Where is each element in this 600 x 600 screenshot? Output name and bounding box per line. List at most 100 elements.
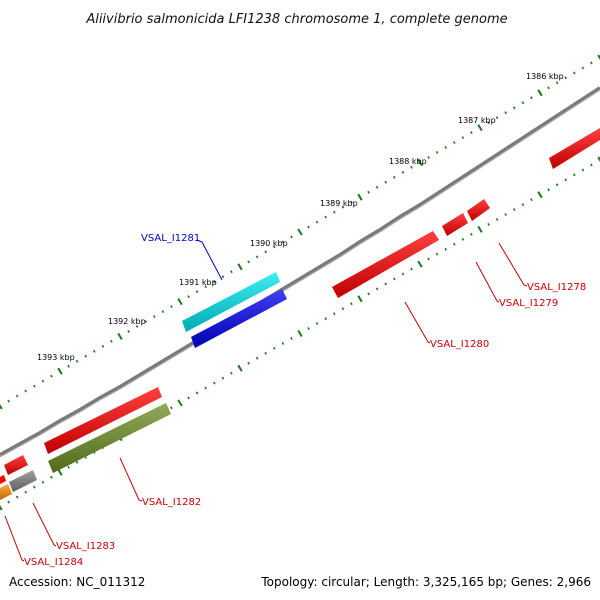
outer-tick-mark — [555, 81, 559, 85]
outer-tick-mark — [117, 332, 123, 340]
outer-tick-mark — [0, 404, 3, 410]
gene-arrow-shade — [182, 272, 280, 332]
gene-blue-inner[interactable] — [191, 289, 287, 348]
outer-tick-mark — [213, 280, 216, 284]
inner-tick-mark — [537, 191, 543, 199]
gene-VSAL_I1283[interactable] — [9, 470, 37, 492]
inner-tick-mark — [417, 260, 423, 268]
inner-tick-mark — [255, 356, 259, 360]
inner-tick-mark — [564, 178, 567, 182]
inner-tick-mark — [177, 399, 183, 407]
gene-arrow-shade — [44, 387, 162, 454]
inner-tick-mark — [57, 468, 63, 476]
inner-tick-mark — [487, 223, 490, 226]
outer-tick-mark — [255, 255, 259, 259]
outer-tick-mark — [290, 235, 293, 239]
gene-arrow-shade — [442, 213, 468, 236]
inner-tick-mark — [555, 183, 559, 187]
inner-tick-mark — [590, 163, 593, 167]
inner-tick-mark — [213, 381, 216, 385]
gene-VSAL_I1280[interactable] — [332, 231, 439, 298]
gene-arrow-shade — [467, 199, 490, 221]
outer-tick-mark — [435, 151, 439, 154]
gene-label-VSAL_I1284[interactable]: VSAL_I1284 — [24, 557, 83, 568]
gene-outer-red-right[interactable] — [549, 128, 600, 169]
tick-label-1387: 1387 kbp — [458, 116, 496, 125]
gene-label-VSAL_I1281[interactable]: VSAL_I1281 — [141, 233, 200, 244]
inner-tick-mark — [24, 490, 27, 494]
inner-tick-mark — [495, 218, 499, 221]
outer-tick-mark — [547, 86, 550, 90]
gene-VSAL_I1284[interactable] — [0, 484, 12, 500]
gene-VSAL_I1278[interactable] — [467, 199, 490, 221]
inner-tick-mark — [221, 376, 225, 380]
gene-arrow-shade — [4, 455, 28, 475]
gene-VSAL_I1282[interactable] — [48, 403, 171, 473]
inner-tick-mark — [401, 272, 405, 276]
outer-tick-mark — [153, 315, 156, 318]
inner-tick-mark — [341, 307, 345, 311]
outer-tick-mark — [177, 298, 183, 306]
gene-label-VSAL_I1282[interactable]: VSAL_I1282 — [142, 497, 201, 508]
outer-tick-mark — [581, 66, 585, 70]
inner-tick-mark — [324, 317, 327, 321]
outer-tick-mark — [453, 141, 456, 144]
outer-tick-mark — [297, 228, 303, 236]
inner-tick-mark — [410, 267, 413, 271]
outer-tick-mark — [281, 240, 285, 244]
outer-tick-mark — [50, 374, 53, 378]
outer-tick-mark — [341, 205, 345, 209]
outer-tick-mark — [41, 379, 45, 383]
outer-tick-mark — [247, 260, 250, 264]
outer-tick-mark — [273, 245, 276, 249]
outer-tick-mark — [495, 116, 499, 120]
gene-VSAL_I1281[interactable] — [182, 272, 280, 332]
outer-tick-mark — [530, 96, 533, 100]
inner-tick-mark — [297, 329, 303, 338]
outer-tick-mark — [204, 285, 207, 289]
outer-tick-mark — [135, 325, 139, 328]
gene-label-VSAL_I1279[interactable]: VSAL_I1279 — [499, 298, 558, 309]
gene-arrow-red-edge[interactable] — [0, 475, 6, 484]
outer-tick-mark — [144, 320, 147, 323]
leader-line-VSAL_I1281 — [196, 239, 223, 281]
inner-tick-mark — [504, 213, 507, 216]
chromosome-backbone — [0, 86, 600, 457]
map-title: Aliivibrio salmonicida LFI1238 chromosom… — [85, 12, 507, 27]
inner-tick-mark — [67, 465, 70, 469]
accession-text: Accession: NC_011312 — [9, 575, 145, 589]
outer-tick-mark — [57, 367, 63, 375]
outer-tick-mark — [487, 121, 490, 125]
tick-label-1393: 1393 kbp — [37, 353, 75, 362]
outer-tick-mark — [93, 349, 96, 353]
gene-label-VSAL_I1280[interactable]: VSAL_I1280 — [430, 339, 489, 350]
inner-tick-mark — [41, 480, 45, 484]
leader-line-VSAL_I1280 — [404, 301, 431, 344]
outer-tick-mark — [470, 131, 473, 134]
gene-outer-red-left[interactable] — [44, 387, 162, 454]
gene-arrow-shade — [191, 289, 287, 348]
inner-tick-mark — [195, 391, 199, 395]
inner-tick-mark — [50, 475, 53, 479]
outer-tick-mark — [161, 310, 165, 313]
gene-VSAL_I1279[interactable] — [442, 213, 468, 236]
inner-tick-mark — [367, 292, 370, 296]
tick-label-1388: 1388 kbp — [389, 157, 427, 166]
outer-tick-mark — [357, 193, 363, 201]
outer-tick-mark — [333, 210, 336, 214]
inner-tick-mark — [204, 386, 207, 390]
inner-tick-mark — [0, 505, 3, 511]
leader-line-VSAL_I1282 — [119, 457, 143, 502]
inner-tick-mark — [384, 282, 387, 286]
outer-tick-mark — [187, 295, 190, 299]
gene-label-VSAL_I1278[interactable]: VSAL_I1278 — [527, 282, 586, 293]
gene-arrow-shade — [332, 231, 439, 298]
inner-tick-mark — [237, 364, 243, 372]
inner-tick-mark — [357, 295, 363, 303]
outer-tick-mark — [24, 389, 27, 393]
inner-tick-mark — [290, 337, 293, 340]
outer-tick-mark — [367, 190, 370, 194]
gene-red-small-inner[interactable] — [4, 455, 28, 475]
gene-label-VSAL_I1283[interactable]: VSAL_I1283 — [56, 541, 115, 552]
genome-summary-text: Topology: circular; Length: 3,325,165 bp… — [260, 575, 591, 589]
